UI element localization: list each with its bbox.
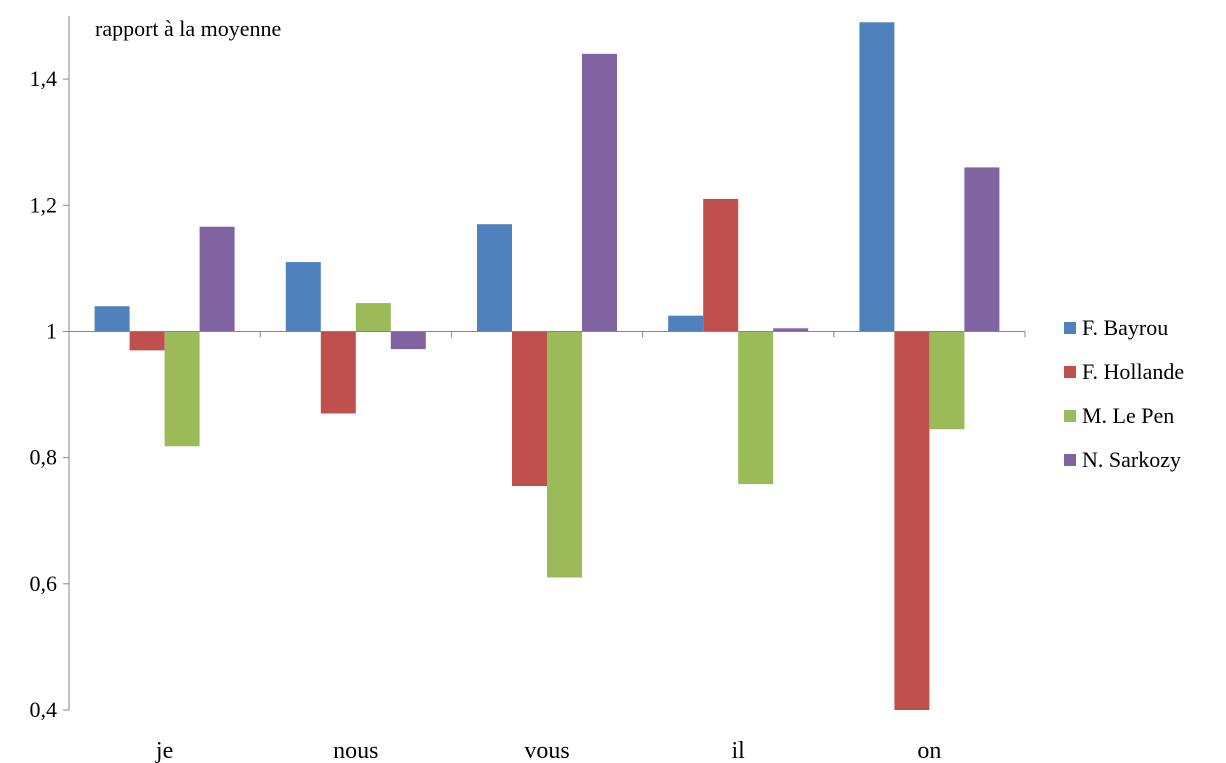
legend-swatch: [1064, 322, 1076, 334]
bar-f-bayrou-vous: [477, 224, 512, 332]
bar-m-le-pen-on: [929, 331, 965, 430]
legend-label: F. Hollande: [1082, 359, 1185, 384]
legend-swatch: [1064, 454, 1076, 466]
chart-annotation: rapport à la moyenne: [95, 16, 281, 41]
legend-item: F. Hollande: [1064, 350, 1184, 394]
y-tick-label: 0,8: [30, 445, 58, 470]
legend-label: M. Le Pen: [1082, 403, 1175, 428]
bar-m-le-pen-vous: [547, 331, 582, 578]
axes-group: 0,4 0,6 0,8 1 1,2 1,4 je nous vous il on: [30, 16, 1026, 763]
legend: F. Bayrou F. Hollande M. Le Pen N. Sarkozy: [1064, 306, 1184, 482]
bar-m-le-pen-je: [164, 331, 200, 447]
bar-n-sarkozy-il: [773, 328, 809, 332]
bar-f-bayrou-on: [859, 22, 895, 332]
bar-f-bayrou-il: [668, 315, 704, 332]
bar-f-bayrou-je: [94, 306, 130, 332]
y-tick-label: 0,4: [30, 697, 58, 722]
x-category-label: vous: [524, 738, 569, 763]
legend-swatch: [1064, 410, 1076, 422]
bar-n-sarkozy-vous: [582, 53, 617, 332]
bar-n-sarkozy-on: [964, 167, 1000, 332]
bars-group: [94, 22, 1000, 710]
y-tick-label: 1,2: [30, 192, 58, 217]
bar-f-hollande-je: [129, 331, 165, 351]
legend-item: F. Bayrou: [1064, 306, 1184, 350]
y-tick-label: 0,6: [30, 571, 58, 596]
legend-item: M. Le Pen: [1064, 394, 1184, 438]
x-category-label: nous: [333, 738, 378, 763]
x-category-label: je: [155, 738, 173, 763]
legend-swatch: [1064, 366, 1076, 378]
bar-f-hollande-nous: [320, 331, 356, 414]
legend-label: N. Sarkozy: [1082, 447, 1181, 472]
bar-f-hollande-il: [703, 198, 739, 332]
bar-f-hollande-vous: [512, 331, 547, 487]
y-tick-label: 1,4: [30, 66, 58, 91]
x-category-label: il: [732, 738, 746, 763]
x-category-label: on: [917, 738, 941, 763]
bar-f-bayrou-nous: [285, 262, 321, 332]
bar-m-le-pen-nous: [355, 303, 391, 332]
bar-n-sarkozy-je: [199, 226, 235, 332]
bar-n-sarkozy-nous: [390, 331, 426, 350]
y-tick-label: 1: [46, 318, 57, 343]
bar-f-hollande-on: [894, 331, 930, 710]
legend-item: N. Sarkozy: [1064, 438, 1184, 482]
bar-m-le-pen-il: [738, 331, 774, 485]
legend-label: F. Bayrou: [1082, 315, 1169, 340]
